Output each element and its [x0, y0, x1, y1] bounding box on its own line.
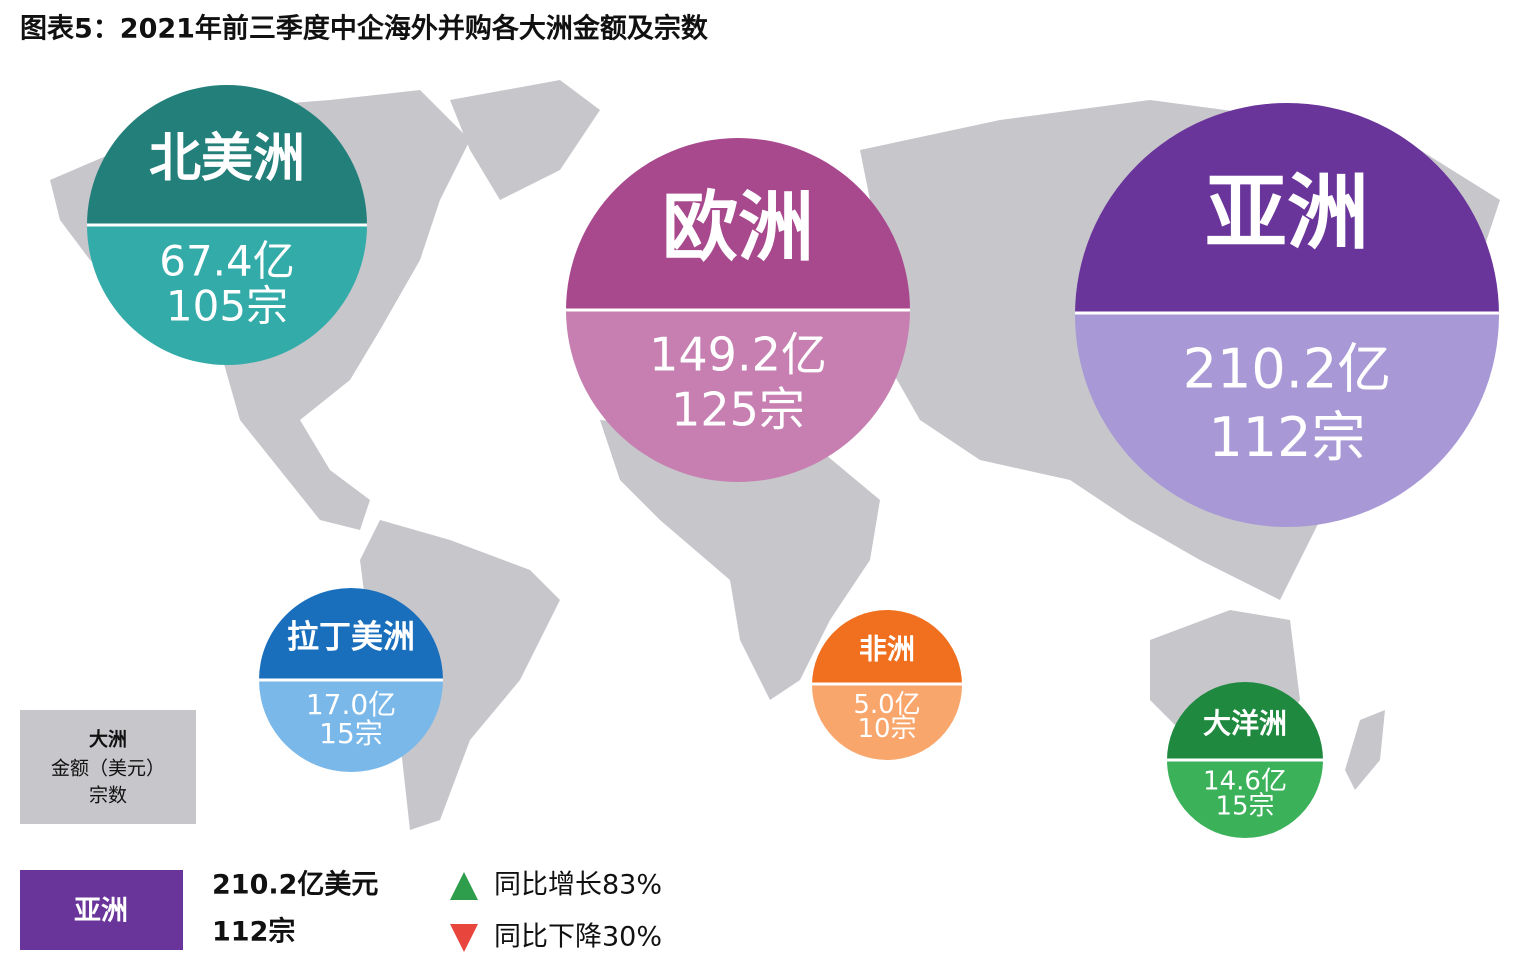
legend-example-name: 亚洲: [74, 896, 128, 927]
region-amount: 210.2亿: [1183, 338, 1392, 401]
region-name: 拉丁美洲: [287, 618, 415, 656]
africa: [600, 420, 880, 700]
region-amount: 14.6亿: [1203, 766, 1287, 796]
legend-key-line: 金额（美元）: [51, 758, 165, 780]
region-deals: 125宗: [671, 383, 805, 437]
legend-key-line: 宗数: [89, 785, 127, 807]
region-deals: 112宗: [1208, 406, 1365, 469]
region-amount: 5.0亿: [853, 690, 920, 720]
title: 图表5：2021年前三季度中企海外并购各大洲金额及宗数: [20, 13, 709, 45]
region-name: 大洋洲: [1203, 707, 1287, 740]
region-deals: 105宗: [166, 282, 288, 331]
greenland: [450, 80, 600, 200]
region-amount: 149.2亿: [649, 328, 827, 382]
region-name: 北美洲: [149, 129, 305, 189]
new-zealand: [1345, 710, 1385, 790]
region-deals: 15宗: [1215, 791, 1274, 821]
legend-example-deals: 112宗: [212, 916, 295, 948]
legend-example-amount: 210.2亿美元: [212, 869, 378, 901]
legend-key-line: 大洲: [89, 728, 127, 751]
region-amount: 17.0亿: [306, 688, 396, 721]
region-deals: 10宗: [857, 714, 916, 744]
legend-key-box: [20, 710, 196, 824]
region-name: 欧洲: [662, 183, 814, 272]
down-arrow: [450, 924, 478, 952]
region-deals: 15宗: [319, 717, 383, 750]
region-name: 亚洲: [1205, 166, 1369, 261]
legend-down: 同比下降30%: [494, 922, 662, 953]
south-america: [360, 520, 560, 830]
region-amount: 67.4亿: [159, 237, 295, 286]
legend-example-box: [20, 870, 183, 950]
region-name: 非洲: [859, 633, 915, 666]
up-arrow: [450, 872, 478, 900]
legend-up: 同比增长83%: [494, 870, 662, 901]
